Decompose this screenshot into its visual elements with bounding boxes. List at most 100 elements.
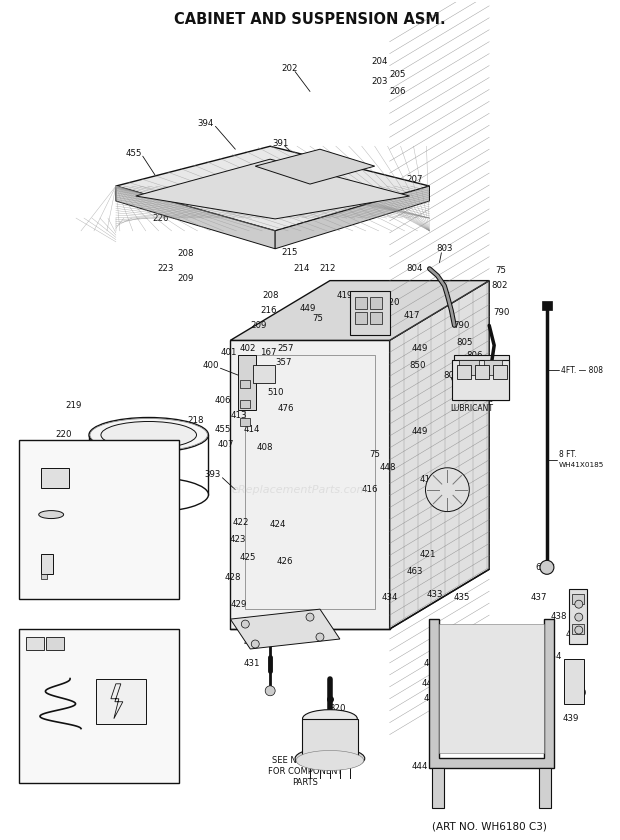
Text: 435: 435 [453,593,469,601]
Bar [370,297,382,308]
Bar [253,365,275,383]
Text: 431: 431 [244,659,260,669]
Text: CABINET AND SUSPENSION ASM.: CABINET AND SUSPENSION ASM. [174,13,446,28]
Text: 469: 469 [300,207,316,215]
Text: 202: 202 [282,64,298,73]
Text: 463: 463 [406,567,423,575]
Text: 803: 803 [436,244,453,254]
Text: 441: 441 [423,694,440,703]
Circle shape [575,626,583,634]
Ellipse shape [89,477,208,512]
Text: - HARNESS WIRE: - HARNESS WIRE [29,750,89,757]
Polygon shape [116,146,430,231]
Bar [241,381,250,388]
Text: 444: 444 [411,762,428,771]
Bar [41,575,47,580]
Text: 434: 434 [381,593,398,601]
Text: 4FT. — 808: 4FT. — 808 [561,365,603,375]
Polygon shape [231,609,340,649]
Ellipse shape [296,750,364,770]
Text: 203: 203 [371,77,388,86]
Text: 214: 214 [294,265,310,273]
Text: 209: 209 [177,274,193,283]
Text: 8 FT.: 8 FT. [559,450,577,459]
Text: 448: 448 [379,464,396,472]
Bar [564,659,584,704]
Text: 429: 429 [230,600,247,609]
Text: 416: 416 [361,486,378,494]
Bar [355,297,367,308]
Bar [484,360,502,375]
Text: 443: 443 [343,754,360,763]
Text: PARTS: PARTS [292,778,318,787]
Text: 510: 510 [267,387,283,396]
Text: PARTS: PARTS [121,733,142,739]
Text: 401: 401 [220,348,237,357]
Bar [569,589,587,644]
Text: 556: 556 [29,653,44,661]
Polygon shape [539,769,551,808]
Text: 167: 167 [260,348,277,357]
Polygon shape [432,769,445,808]
Bar [493,365,507,379]
Polygon shape [430,619,554,769]
Text: (ART NO. WH6180 C3): (ART NO. WH6180 C3) [432,822,547,831]
Text: 208: 208 [177,249,194,258]
Text: 790: 790 [493,308,509,317]
Circle shape [540,560,554,575]
Text: 400: 400 [202,360,219,370]
Text: WH41X0185: WH41X0185 [559,462,604,468]
Text: 433: 433 [426,590,443,599]
Text: eReplacementParts.com: eReplacementParts.com [232,485,368,495]
Text: 408: 408 [257,444,273,453]
Text: 551: 551 [79,473,95,482]
Text: 391: 391 [272,139,288,148]
Text: INSTALLATION: INSTALLATION [121,725,170,731]
Text: 223: 223 [157,265,174,273]
Text: 447: 447 [446,706,463,715]
Bar [459,360,479,375]
Text: WH19X0163: WH19X0163 [29,760,74,766]
Text: 320: 320 [330,704,346,713]
Text: SEE NEXT PAGE: SEE NEXT PAGE [272,756,338,765]
Text: 422: 422 [232,518,249,527]
Bar [26,637,44,650]
Text: 206: 206 [389,87,406,96]
Text: 394: 394 [197,118,214,128]
Ellipse shape [303,710,357,727]
Text: 850: 850 [409,360,426,370]
Bar [476,365,489,379]
Circle shape [241,620,249,628]
Text: 449: 449 [300,304,316,313]
Bar [19,629,179,784]
Polygon shape [231,340,389,629]
Text: 439: 439 [562,714,579,723]
Text: 357: 357 [276,358,293,367]
Text: 446: 446 [503,664,520,674]
Bar [302,719,358,760]
Circle shape [575,613,583,621]
Text: -559,555: -559,555 [101,637,135,645]
Text: 806: 806 [466,351,482,360]
Text: 427: 427 [242,617,259,626]
Bar [238,355,256,410]
Text: 205: 205 [389,70,406,79]
Text: WIRE CONNECTORS: WIRE CONNECTORS [50,448,149,456]
Text: 75: 75 [369,450,380,459]
Text: 802: 802 [491,281,507,290]
Text: 216: 216 [260,306,277,315]
Ellipse shape [89,417,208,453]
Text: 434: 434 [546,653,562,661]
Text: 442: 442 [343,739,360,748]
Bar [41,468,69,488]
Text: 413: 413 [230,411,247,419]
Text: 414: 414 [244,425,260,434]
Polygon shape [111,684,123,719]
Circle shape [425,468,469,512]
Text: 557: 557 [29,704,44,713]
Text: 428: 428 [224,573,241,582]
Text: 455: 455 [214,425,231,434]
Text: 220: 220 [55,430,71,439]
Text: 406: 406 [214,396,231,405]
Text: WH01X2038: WH01X2038 [61,563,108,572]
